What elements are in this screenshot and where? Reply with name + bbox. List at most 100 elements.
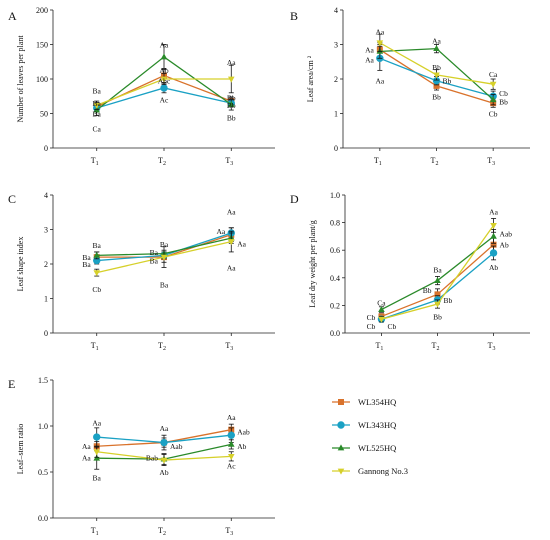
x-tick-label-subscript: 2 <box>436 346 439 352</box>
significance-label: Aa <box>160 424 169 433</box>
significance-label: Ba <box>93 110 102 119</box>
significance-label: Ab <box>159 468 168 477</box>
x-tick-label-subscript: 1 <box>96 161 99 167</box>
data-point <box>490 232 497 239</box>
series-wl343hq <box>93 427 235 451</box>
x-tick-label: T2 <box>158 526 166 537</box>
significance-label: Bb <box>499 97 508 106</box>
x-tick-label-subscript: 3 <box>230 531 233 537</box>
x-tick-label-base: T <box>91 156 96 165</box>
legend-item: Gannong No.3 <box>332 466 408 476</box>
x-tick-label: T3 <box>225 341 233 352</box>
significance-label: Ba <box>160 240 169 249</box>
x-tick-label: T3 <box>487 156 495 167</box>
significance-label: Aa <box>82 453 91 462</box>
legend-label: Gannong No.3 <box>358 466 408 476</box>
data-point <box>93 102 101 109</box>
data-point <box>489 249 498 257</box>
x-tick-label: T3 <box>225 526 233 537</box>
y-tick-label: 0.6 <box>330 246 340 255</box>
y-tick-label: 4 <box>44 191 48 200</box>
series-gannong-no-3 <box>93 230 235 277</box>
significance-label: Aa <box>227 208 236 217</box>
significance-label: Bb <box>432 92 441 101</box>
significance-label: Aa <box>227 263 236 272</box>
series-wl525hq <box>93 44 235 116</box>
x-tick-label: T1 <box>375 341 383 352</box>
significance-label: Aa <box>432 36 441 45</box>
significance-label: Aa <box>489 208 498 217</box>
significance-label: Ca <box>93 125 102 134</box>
significance-label: Aa <box>92 418 101 427</box>
significance-label: Ba <box>433 266 442 275</box>
y-axis-title: Leaf dry weight per plant/g <box>308 220 317 308</box>
y-tick-label: 1.0 <box>38 422 48 431</box>
significance-label: Aa <box>82 442 91 451</box>
y-tick-label: 50 <box>40 110 48 119</box>
y-tick-label: 100 <box>36 75 48 84</box>
significance-label: Aa <box>375 77 384 86</box>
series-gannong-no-3 <box>376 33 497 90</box>
data-point <box>227 100 235 107</box>
x-tick-label-base: T <box>432 341 437 350</box>
x-tick-label: T3 <box>488 341 496 352</box>
data-point <box>227 431 235 439</box>
data-point <box>489 81 497 88</box>
significance-label: Ba <box>93 474 102 483</box>
y-axis-title: Number of leaves per plant <box>16 35 25 123</box>
y-tick-label: 0 <box>44 329 48 338</box>
series-gannong-no-3 <box>93 445 235 466</box>
data-point <box>93 270 101 277</box>
significance-label: Cb <box>367 322 376 331</box>
significance-label: Ab <box>159 66 168 75</box>
data-point <box>93 251 101 258</box>
significance-label: Bb <box>227 94 236 103</box>
x-tick-label-base: T <box>158 526 163 535</box>
significance-label: Cb <box>367 313 376 322</box>
significance-label: Bb <box>423 286 432 295</box>
x-tick-label-subscript: 1 <box>380 346 383 352</box>
significance-label: Aa <box>365 55 374 64</box>
data-point <box>160 76 168 83</box>
y-tick-label: 0.2 <box>330 301 340 310</box>
x-tick-label-subscript: 1 <box>379 161 382 167</box>
x-tick-label-base: T <box>91 526 96 535</box>
x-tick-label: T1 <box>374 156 382 167</box>
significance-label: Cb <box>92 285 101 294</box>
data-point <box>93 433 101 441</box>
data-point <box>227 76 235 83</box>
y-tick-label: 0.0 <box>330 329 340 338</box>
x-tick-label: T1 <box>91 341 99 352</box>
data-point <box>376 40 384 47</box>
y-tick-label: 0.0 <box>38 514 48 523</box>
x-tick-label-base: T <box>158 156 163 165</box>
y-axis-title: Leaf–stem ratio <box>16 424 25 474</box>
significance-label: Ab <box>500 241 509 250</box>
data-point <box>227 440 235 447</box>
significance-label: Ac <box>160 96 169 105</box>
data-point <box>378 305 385 312</box>
significance-label: Bab <box>146 453 158 462</box>
x-tick-label-subscript: 2 <box>163 161 166 167</box>
panel-letter: B <box>290 9 298 23</box>
data-point <box>160 457 168 464</box>
x-tick-label: T3 <box>225 156 233 167</box>
data-point <box>378 316 385 323</box>
significance-label: Aa <box>237 239 246 248</box>
series-wl343hq <box>376 45 497 102</box>
significance-label: Bb <box>433 312 442 321</box>
x-tick-label: T2 <box>158 156 166 167</box>
x-tick-label-subscript: 1 <box>96 346 99 352</box>
data-point <box>160 254 168 261</box>
panel-letter: D <box>290 192 299 206</box>
y-tick-label: 3 <box>334 41 338 50</box>
legend-label: WL354HQ <box>358 397 396 407</box>
x-tick-label-subscript: 3 <box>230 346 233 352</box>
legend-label: WL525HQ <box>358 443 396 453</box>
